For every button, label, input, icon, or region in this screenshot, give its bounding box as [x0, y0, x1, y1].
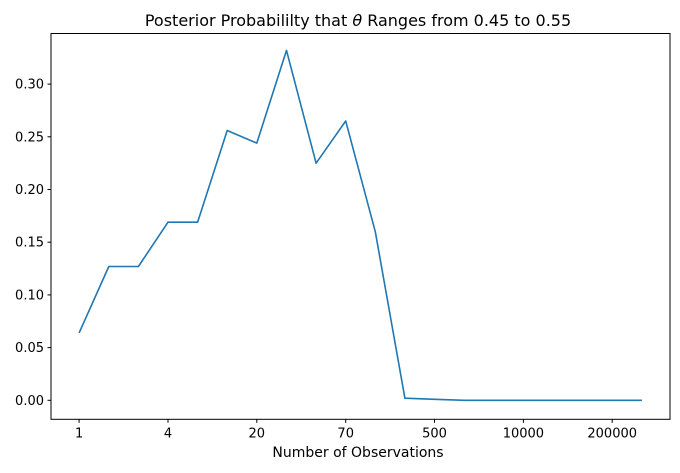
y-tick-label: 0.00	[15, 394, 44, 409]
x-tick-label: 1	[75, 427, 83, 442]
y-tick-label: 0.10	[15, 288, 44, 303]
plot-area-border	[50, 33, 671, 420]
x-tick-label: 20	[249, 427, 266, 442]
data-line	[78, 49, 642, 402]
y-tick-label: 0.20	[15, 183, 44, 198]
y-tick-label: 0.30	[15, 78, 44, 93]
x-tick-label: 500	[422, 427, 447, 442]
x-tick-label: 4	[164, 427, 172, 442]
y-ticks: 0.00 0.05 0.10 0.15 0.20 0.25 0.30	[15, 78, 51, 409]
y-tick-label: 0.15	[15, 236, 44, 251]
x-ticks: 1 4 20 70 500 10000 200000	[75, 419, 637, 442]
x-tick-label: 10000	[503, 427, 544, 442]
theta-symbol: θ	[352, 11, 362, 30]
y-tick-label: 0.25	[15, 130, 44, 145]
x-tick-label: 70	[337, 427, 354, 442]
chart-title: Posterior Probabililty that θ Ranges fro…	[145, 11, 571, 30]
x-axis-label: Number of Observations	[272, 445, 443, 461]
x-tick-label: 200000	[587, 427, 637, 442]
y-tick-label: 0.05	[15, 341, 44, 356]
